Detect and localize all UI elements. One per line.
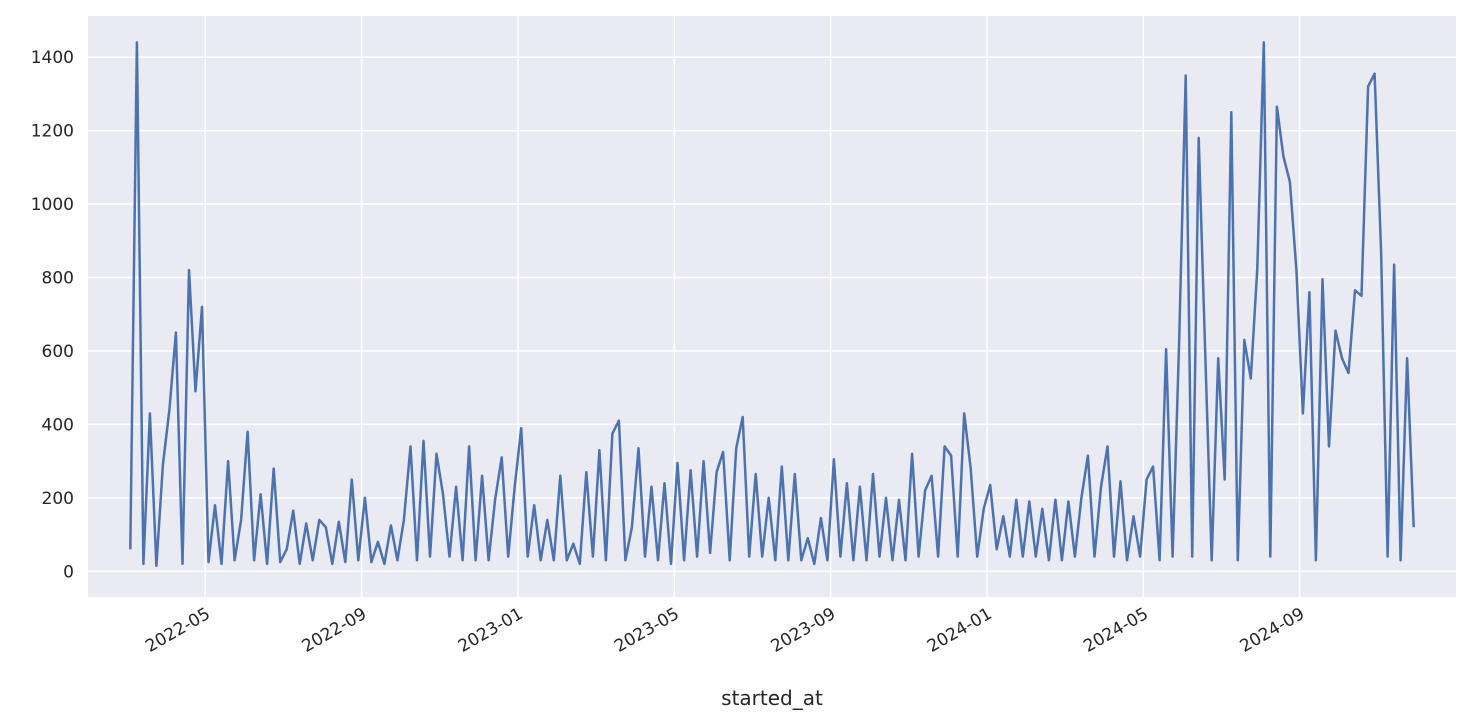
- y-tick-label: 1400: [31, 48, 74, 68]
- x-tick-label: 2024-01: [924, 604, 996, 657]
- y-tick-label: 400: [42, 415, 74, 435]
- x-tick-label: 2023-05: [611, 604, 683, 657]
- x-tick-label: 2023-09: [768, 604, 840, 657]
- x-axis-label: started_at: [721, 686, 823, 710]
- x-tick-label: 2022-09: [299, 604, 371, 657]
- y-tick-label: 600: [42, 342, 74, 362]
- y-tick-label: 1200: [31, 122, 74, 142]
- x-tick-label: 2024-09: [1237, 604, 1309, 657]
- y-tick-label: 800: [42, 268, 74, 288]
- x-tick-label: 2022-05: [142, 604, 214, 657]
- y-tick-label: 200: [42, 489, 74, 509]
- x-tick-label: 2024-05: [1080, 604, 1152, 657]
- y-tick-label: 0: [63, 562, 74, 582]
- y-tick-label: 1000: [31, 195, 74, 215]
- data-line: [129, 41, 1415, 568]
- x-tick-label: 2023-01: [455, 604, 527, 657]
